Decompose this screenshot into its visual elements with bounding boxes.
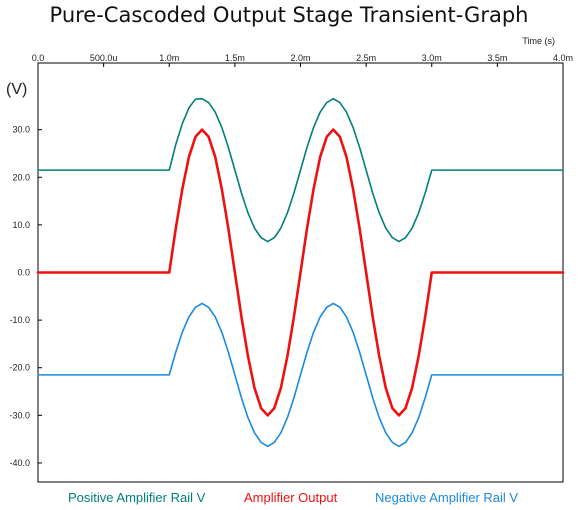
x-tick-label: 3.0m xyxy=(422,53,442,63)
y-tick-label: 20.0 xyxy=(12,172,30,182)
y-tick-label: -40.0 xyxy=(9,458,30,468)
y-axis-label: (V) xyxy=(6,81,27,98)
series-line-negative-rail xyxy=(37,302,564,448)
x-tick-label: 4.0m xyxy=(553,53,573,63)
x-axis-label: Time (s) xyxy=(522,36,555,46)
x-tick-label: 0.0 xyxy=(32,53,45,63)
y-tick-label: -10.0 xyxy=(9,315,30,325)
series-line-positive-rail xyxy=(37,97,564,243)
legend-amplifier-output: Amplifier Output xyxy=(244,490,338,505)
y-tick-label: -20.0 xyxy=(9,363,30,373)
legend-negative-rail: Negative Amplifier Rail V xyxy=(375,490,519,505)
y-tick-label: 30.0 xyxy=(12,125,30,135)
y-tick-label: 0.0 xyxy=(17,268,30,278)
chart-title: Pure-Cascoded Output Stage Transient-Gra… xyxy=(49,3,529,27)
x-tick-label: 3.5m xyxy=(487,53,507,63)
y-tick-label: 10.0 xyxy=(12,220,30,230)
x-tick-label: 2.5m xyxy=(356,53,376,63)
series-line-amplifier-output xyxy=(36,128,565,417)
x-tick-label: 2.0m xyxy=(290,53,310,63)
x-tick-label: 1.0m xyxy=(159,53,179,63)
x-tick-label: 500.0u xyxy=(90,53,118,63)
x-tick-label: 1.5m xyxy=(225,53,245,63)
y-tick-label: -30.0 xyxy=(9,410,30,420)
legend-positive-rail: Positive Amplifier Rail V xyxy=(68,490,206,505)
